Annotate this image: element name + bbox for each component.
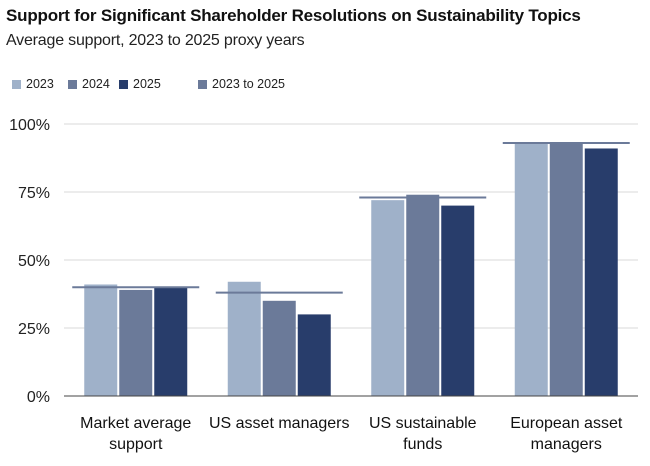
bar [154,287,188,396]
category-label: US sustainable [369,415,477,432]
legend-swatch-2025 [119,79,128,89]
legend-label-2023-to-2025: 2023 to 2025 [212,77,285,91]
chart-subtitle: Average support, 2023 to 2025 proxy year… [6,32,305,49]
bar [84,284,118,396]
legend: 2023 2024 2025 2023 to 2025 [12,77,632,93]
y-tick-label: 0% [27,389,50,406]
bar [549,143,583,396]
category-label: Market average [80,415,191,432]
legend-label-2024: 2024 [82,77,110,91]
legend-swatch-2023 [12,79,21,89]
y-tick-label: 25% [18,321,50,338]
category-label: managers [531,436,602,453]
bar [584,148,618,396]
category-label: funds [403,436,442,453]
bar [119,289,153,396]
legend-item-2025: 2025 [119,77,161,91]
bar [227,281,261,396]
bar [406,194,440,396]
bar [441,205,475,396]
legend-item-2024: 2024 [68,77,110,91]
y-tick-label: 50% [18,253,50,270]
category-label: European asset [510,415,623,432]
chart-title: Support for Significant Shareholder Reso… [6,6,581,25]
bar [262,300,296,396]
legend-item-2023-to-2025: 2023 to 2025 [198,77,285,91]
y-tick-label: 75% [18,185,50,202]
category-label: support [109,436,163,453]
bar [514,143,548,396]
category-label: US asset managers [209,415,350,432]
bar [297,314,331,396]
y-tick-label: 100% [9,117,50,134]
legend-item-2023: 2023 [12,77,54,91]
legend-label-2023: 2023 [26,77,54,91]
legend-label-2025: 2025 [133,77,161,91]
legend-swatch-2024 [68,79,77,89]
bar [371,200,405,396]
legend-swatch-2023-to-2025 [198,79,207,89]
